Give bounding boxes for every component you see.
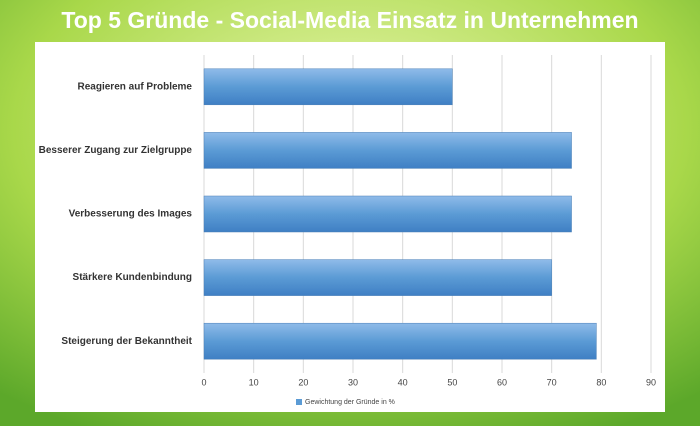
bar (203, 259, 552, 296)
y-tick-label: Reagieren auf Probleme (78, 81, 193, 92)
chart-title: Top 5 Gründe - Social-Media Einsatz in U… (61, 7, 638, 33)
y-tick-label: Besserer Zugang zur Zielgruppe (39, 145, 193, 156)
bar (203, 132, 572, 169)
x-tick-label: 90 (646, 377, 656, 387)
bar (203, 195, 572, 233)
bar (203, 322, 597, 360)
x-tick-label: 80 (596, 377, 606, 387)
bar (203, 68, 453, 106)
y-tick-label: Verbesserung des Images (69, 209, 193, 220)
x-tick-label: 40 (398, 377, 408, 387)
x-tick-label: 50 (447, 377, 457, 387)
x-tick-label: 60 (497, 377, 507, 387)
legend-swatch (296, 399, 302, 405)
x-tick-label: 70 (547, 377, 557, 387)
x-tick-label: 0 (201, 377, 206, 387)
y-tick-label: Steigerung der Bekanntheit (61, 336, 192, 347)
y-tick-label: Stärkere Kundenbindung (73, 272, 192, 283)
legend-label: Gewichtung der Gründe in % (305, 399, 395, 406)
x-tick-label: 20 (298, 377, 308, 387)
x-tick-label: 30 (348, 377, 358, 387)
x-tick-label: 10 (249, 377, 259, 387)
